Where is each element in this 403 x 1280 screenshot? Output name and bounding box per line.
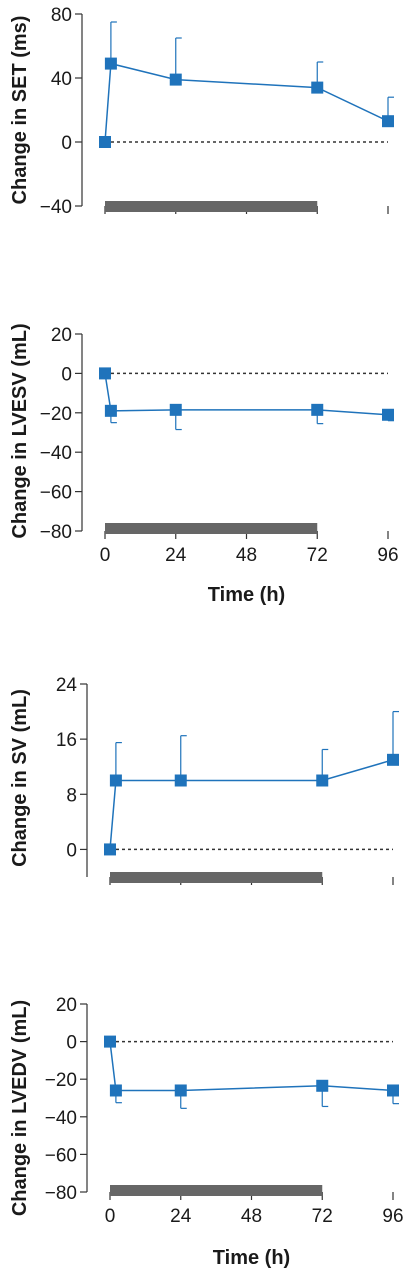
y-tick-label: −80 [45, 1183, 77, 1204]
y-tick-label: −60 [40, 483, 72, 504]
y-tick-label: −40 [40, 443, 72, 464]
y-tick-label: 0 [66, 840, 77, 861]
treatment-bar [110, 1185, 323, 1196]
y-tick-label: 24 [56, 675, 78, 696]
data-point [99, 367, 111, 380]
y-tick-label: 0 [66, 1033, 77, 1054]
panel-sv: 24 16 8 0 Change in SV (mL) [9, 675, 399, 885]
y-axis-title: Change in LVEDV (mL) [9, 1000, 31, 1216]
series-line [109, 759, 394, 850]
data-point [311, 403, 324, 416]
data-point [109, 774, 122, 787]
series-line [104, 62, 389, 143]
y-tick-label: 20 [56, 995, 77, 1016]
y-tick-label: −40 [45, 1108, 77, 1129]
y-axis-title: Change in SET (ms) [9, 16, 31, 205]
data-point [99, 136, 111, 148]
y-tick-label: 20 [51, 325, 72, 346]
treatment-bar [105, 523, 318, 534]
y-tick-label: 40 [51, 69, 72, 90]
data-point [109, 1084, 122, 1097]
y-tick-label: −60 [45, 1145, 77, 1166]
y-tick-label: 16 [56, 730, 77, 751]
x-tick-label: 24 [170, 1206, 192, 1227]
data-point [104, 57, 117, 70]
x-tick-label: 48 [236, 545, 257, 566]
x-tick-label: 72 [312, 1206, 333, 1227]
data-point [387, 1084, 399, 1097]
data-point [316, 774, 329, 787]
data-point [104, 1035, 116, 1048]
x-tick-label: 0 [105, 1206, 116, 1227]
x-axis-title: Time (h) [208, 584, 285, 606]
x-tick-label: 48 [241, 1206, 262, 1227]
data-point [316, 1079, 329, 1092]
y-tick-label: −40 [40, 197, 72, 218]
x-tick-label: 96 [382, 1206, 403, 1227]
x-tick-label: 24 [165, 545, 187, 566]
y-tick-label: 80 [51, 5, 72, 26]
data-point [104, 404, 117, 417]
x-tick-label: 72 [307, 545, 328, 566]
y-axis-title: Change in LVESV (mL) [9, 323, 31, 538]
treatment-bar [105, 201, 318, 212]
x-tick-label: 96 [377, 545, 398, 566]
data-point [169, 403, 182, 416]
series-line [104, 373, 389, 416]
treatment-bar [110, 872, 323, 883]
data-point [174, 1084, 187, 1097]
panel-lvesv: 20 0 −20 −40 −60 −80 0 24 48 72 96 Change in LVESV … [9, 323, 399, 606]
data-point [174, 774, 187, 787]
y-tick-label: −20 [40, 404, 72, 425]
y-tick-label: 0 [61, 133, 72, 154]
data-point [311, 81, 324, 94]
x-tick-label: 0 [100, 545, 111, 566]
y-tick-label: 8 [66, 785, 77, 806]
panel-set: 80 40 0 −40 Change in SET (ms) [9, 5, 394, 218]
y-tick-label: −20 [45, 1070, 77, 1091]
x-axis-title: Time (h) [213, 1247, 290, 1269]
data-point [104, 843, 116, 856]
data-point [382, 115, 394, 128]
panel-lvedv: 20 0 −20 −40 −60 −80 0 24 48 72 96 Change in LVEDV … [9, 995, 403, 1269]
data-point [382, 408, 394, 421]
data-point [387, 753, 399, 766]
data-point [169, 73, 182, 86]
y-tick-label: 0 [61, 364, 72, 385]
y-axis-title: Change in SV (mL) [9, 689, 31, 867]
y-tick-label: −80 [40, 522, 72, 543]
series-line [109, 1041, 394, 1092]
